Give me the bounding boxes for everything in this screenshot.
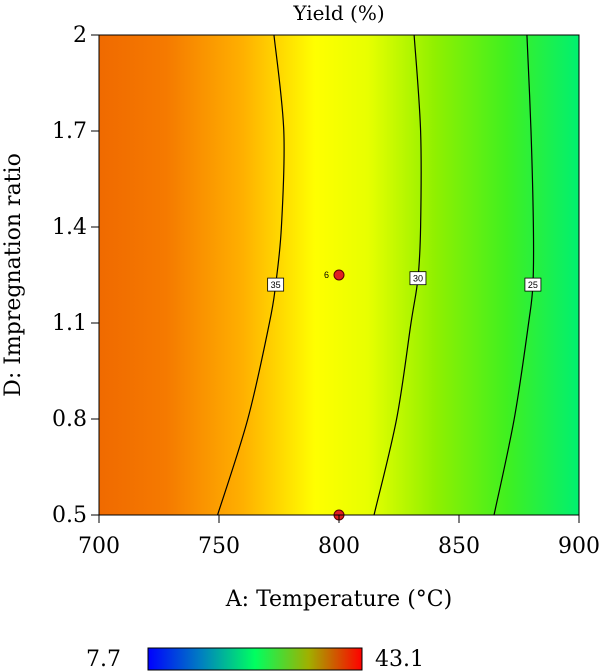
contour-labels: 35 30 25 [267,271,542,292]
contour-level-label: 35 [271,280,281,290]
x-axis: 700 750 800 850 900 [78,515,600,559]
y-tick-label: 2 [73,23,87,48]
y-tick-label: 1.4 [52,215,87,240]
x-tick-label: 900 [558,534,600,559]
x-tick-label: 850 [438,534,480,559]
contour-level-label: 25 [528,280,538,290]
colorbar-max-label: 43.1 [375,647,424,672]
colorbar-min-label: 7.7 [86,647,121,672]
chart-title: Yield (%) [292,1,384,25]
x-axis-label: A: Temperature (°C) [225,587,452,612]
contour-label-box [524,277,542,292]
y-tick-label: 0.8 [52,407,87,432]
y-tick-label: 1.7 [52,119,87,144]
x-tick-label: 800 [318,534,360,559]
colorbar [147,647,363,671]
design-point [333,269,345,281]
x-tick-label: 750 [198,534,240,559]
y-tick-label: 1.1 [52,311,87,336]
contour-level-label: 30 [413,274,423,284]
y-axis: 0.5 0.8 1.1 1.4 1.7 2 [52,23,99,528]
y-tick-label: 0.5 [52,503,87,528]
x-tick-label: 700 [78,534,120,559]
y-axis-label: D: Impregnation ratio [1,153,26,397]
design-point-count: 6 [324,270,329,280]
contour-label-box [409,271,427,286]
contour-label-box [267,277,285,292]
